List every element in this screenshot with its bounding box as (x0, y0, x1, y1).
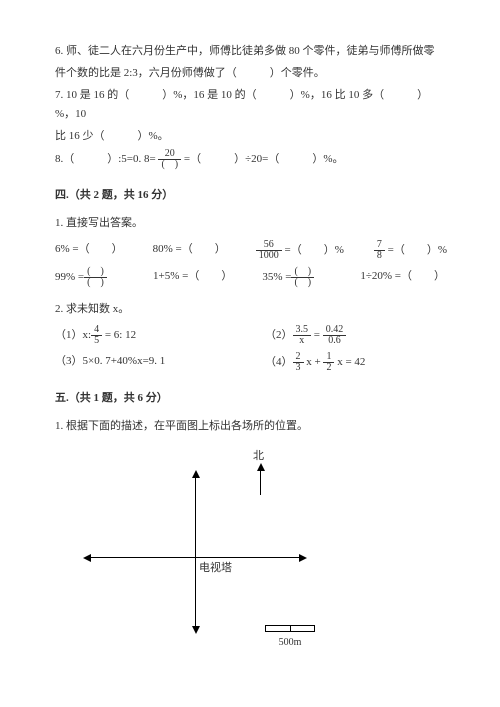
section-4-title: 四.（共 2 题，共 16 分） (55, 186, 445, 206)
r1c3: 561000 =（ ）% (256, 240, 344, 261)
row2: 99% =( )( ) 1+5% =（ ） 35% =( )( ) 1÷20% … (55, 267, 445, 288)
r2c2: 1+5% =（ ） (153, 267, 232, 288)
r1c4: 78 =（ ）% (374, 240, 447, 261)
scale-bar: 500m (265, 625, 315, 652)
north-arrow-icon (260, 465, 261, 495)
q8: 8.（ ）:5=0. 8= 20( ) =（ ）÷20=（ ）%。 (55, 149, 445, 170)
q8-frac: 20( ) (158, 149, 181, 170)
eq-row2: （3）5×0. 7+40%x=9. 1 （4）23 x + 12 x = 42 (55, 352, 445, 373)
q8-pre: 8.（ ）:5=0. 8= (55, 153, 156, 165)
section-5-title: 五.（共 1 题，共 6 分） (55, 389, 445, 409)
q7-line2: 比 16 少（ ）%。 (55, 127, 445, 147)
scale-label: 500m (265, 634, 315, 652)
r2c4: 1÷20% =（ ） (360, 267, 445, 288)
axis-horizontal (85, 557, 305, 558)
q7-line1: 7. 10 是 16 的（ ）%，16 是 10 的（ ）%，16 比 10 多… (55, 86, 445, 126)
q8-post: =（ ）÷20=（ ）%。 (184, 153, 344, 165)
scale-bar-icon (265, 625, 315, 632)
q6-line2: 件个数的比是 2:3，六月份师傅做了（ ）个零件。 (55, 64, 445, 84)
map-diagram: 北 电视塔 500m (85, 447, 325, 657)
eq-row1: （1）x:45 = 6: 12 （2）3.5x = 0.420.6 (55, 325, 445, 346)
center-label: 电视塔 (199, 559, 232, 579)
eq2: （2）3.5x = 0.420.6 (265, 325, 445, 346)
r2c3: 35% =( )( ) (262, 267, 330, 288)
r1c2: 80% =（ ） (153, 240, 226, 261)
sec4-q2: 2. 求未知数 x。 (55, 300, 445, 320)
r1c1: 6% =（ ） (55, 240, 123, 261)
eq3: （3）5×0. 7+40%x=9. 1 (55, 352, 235, 373)
eq4: （4）23 x + 12 x = 42 (265, 352, 445, 373)
r2c1: 99% =( )( ) (55, 267, 123, 288)
row1: 6% =（ ） 80% =（ ） 561000 =（ ）% 78 =（ ）% (55, 240, 445, 261)
axis-vertical (195, 472, 196, 632)
sec4-q1: 1. 直接写出答案。 (55, 214, 445, 234)
q6-line1: 6. 师、徒二人在六月份生产中，师傅比徒弟多做 80 个零件，徒弟与师傅所做零 (55, 42, 445, 62)
eq1: （1）x:45 = 6: 12 (55, 325, 235, 346)
sec5-q1: 1. 根据下面的描述，在平面图上标出各场所的位置。 (55, 417, 445, 437)
